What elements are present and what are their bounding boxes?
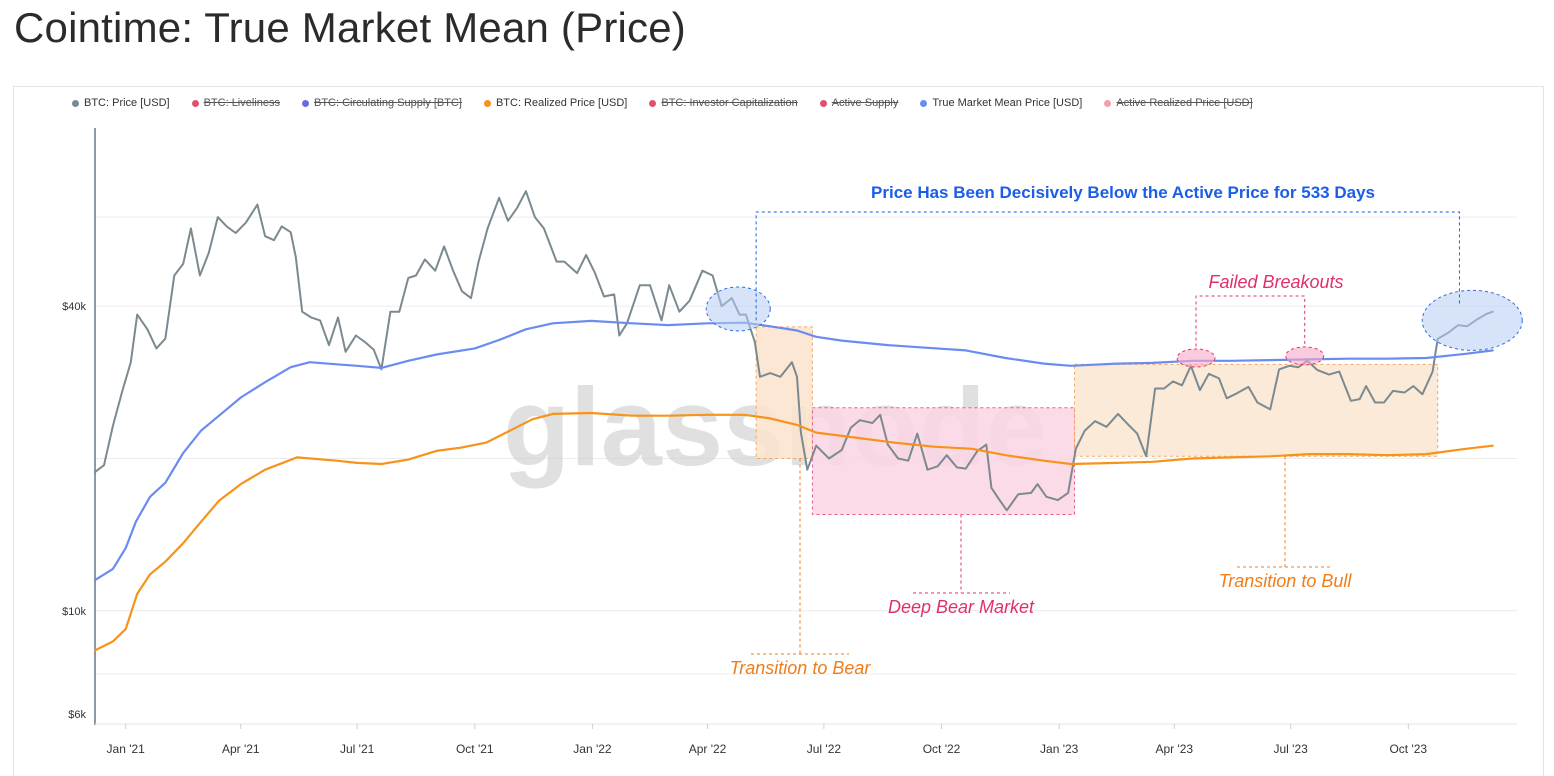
- annotation-failed-breakouts: Failed Breakouts: [1208, 272, 1343, 292]
- legend-item-3[interactable]: BTC: Circulating Supply [BTC]: [302, 95, 462, 111]
- x-tick-label: Apr '21: [222, 742, 260, 756]
- highlight-ellipse: [705, 286, 771, 332]
- x-tick-label: Jan '23: [1040, 742, 1079, 756]
- legend-label: Active Supply: [831, 97, 899, 109]
- x-tick-label: Jul '22: [807, 742, 842, 756]
- x-tick-label: Jan '21: [107, 742, 146, 756]
- legend-item-1[interactable]: BTC: Price [USD]: [72, 95, 170, 111]
- legend-label: BTC: Circulating Supply [BTC]: [314, 97, 462, 109]
- region-transition-to-bull: [1074, 363, 1439, 457]
- legend-label: BTC: Price [USD]: [84, 97, 170, 109]
- legend-item-6[interactable]: Active Supply: [819, 95, 899, 111]
- price-line: [94, 190, 1494, 512]
- annotation-533-days: Price Has Been Decisively Below the Acti…: [871, 183, 1375, 202]
- annotation-transition-to-bull: Transition to Bull: [1219, 571, 1353, 591]
- x-tick-label: Jul '21: [340, 742, 375, 756]
- region-deep-bear-market: [811, 407, 1076, 515]
- legend-marker-icon: [649, 99, 657, 107]
- x-tick-label: Oct '22: [923, 742, 961, 756]
- realized-price-line: [93, 411, 1494, 652]
- failed-breakout-ellipse: [1176, 348, 1216, 368]
- annotation-connector: [755, 211, 1460, 321]
- legend-label: Active Realized Price [USD]: [1116, 97, 1253, 109]
- legend-label: True Market Mean Price [USD]: [932, 97, 1083, 109]
- x-tick-label: Jan '22: [573, 742, 612, 756]
- annotation-deep-bear-market: Deep Bear Market: [888, 597, 1035, 617]
- legend-marker-icon: [483, 99, 491, 107]
- legend-marker-icon: [191, 99, 199, 107]
- y-tick-label: $6k: [68, 709, 86, 721]
- highlight-ellipse: [1421, 289, 1523, 351]
- y-tick-label: $40k: [62, 301, 86, 313]
- legend-marker-icon: [1104, 99, 1112, 107]
- y-tick-label: $10k: [62, 606, 86, 618]
- legend-marker-icon: [920, 99, 928, 107]
- legend-marker-icon: [72, 99, 79, 107]
- legend-item-2[interactable]: BTC: Liveliness: [191, 95, 280, 111]
- x-tick-label: Jul '23: [1274, 742, 1309, 756]
- x-tick-label: Oct '21: [456, 742, 494, 756]
- page-title: Cointime: True Market Mean (Price): [14, 4, 686, 51]
- x-tick-label: Apr '22: [689, 742, 727, 756]
- legend: BTC: Price [USD] BTC: Liveliness BTC: Circ…: [72, 95, 1253, 111]
- annotation-connector: [1195, 295, 1306, 347]
- legend-label: BTC: Realized Price [USD]: [495, 97, 628, 109]
- region-transition-to-bear: [755, 326, 813, 459]
- legend-label: BTC: Investor Capitalization: [661, 97, 798, 109]
- legend-marker-icon: [819, 99, 827, 107]
- chart-frame: [13, 86, 1544, 776]
- legend-label: BTC: Liveliness: [203, 97, 280, 109]
- legend-item-5[interactable]: BTC: Investor Capitalization: [649, 95, 798, 111]
- x-tick-label: Apr '23: [1155, 742, 1193, 756]
- x-tick-label: Oct '23: [1389, 742, 1427, 756]
- legend-item-4[interactable]: BTC: Realized Price [USD]: [483, 95, 628, 111]
- failed-breakout-ellipse: [1285, 346, 1325, 366]
- legend-marker-icon: [302, 99, 309, 107]
- annotation-transition-to-bear: Transition to Bear: [730, 658, 872, 678]
- legend-item-7[interactable]: True Market Mean Price [USD]: [920, 95, 1082, 111]
- legend-item-8[interactable]: Active Realized Price [USD]: [1104, 95, 1253, 111]
